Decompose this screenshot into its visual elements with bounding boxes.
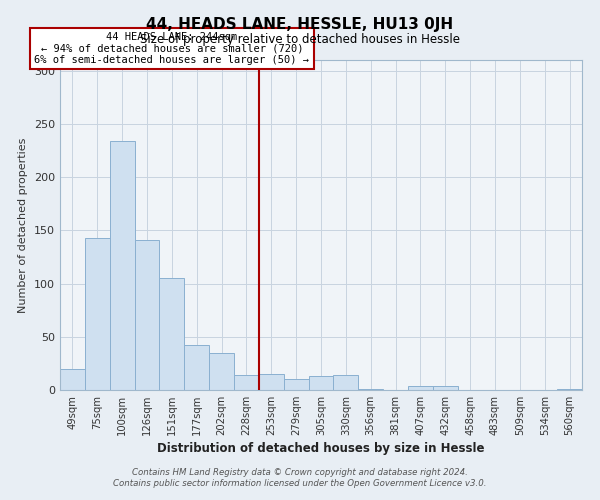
Text: Contains HM Land Registry data © Crown copyright and database right 2024.
Contai: Contains HM Land Registry data © Crown c… xyxy=(113,468,487,487)
Bar xyxy=(134,240,160,390)
Bar xyxy=(259,374,284,390)
Y-axis label: Number of detached properties: Number of detached properties xyxy=(19,138,28,312)
Bar xyxy=(433,386,458,390)
Text: Size of property relative to detached houses in Hessle: Size of property relative to detached ho… xyxy=(140,32,460,46)
Bar xyxy=(160,278,184,390)
Text: 44, HEADS LANE, HESSLE, HU13 0JH: 44, HEADS LANE, HESSLE, HU13 0JH xyxy=(146,18,454,32)
Text: 44 HEADS LANE: 244sqm
← 94% of detached houses are smaller (720)
6% of semi-deta: 44 HEADS LANE: 244sqm ← 94% of detached … xyxy=(34,32,310,66)
Bar xyxy=(209,352,234,390)
Bar xyxy=(334,375,358,390)
Bar xyxy=(308,376,334,390)
Bar xyxy=(110,141,134,390)
Bar xyxy=(184,346,209,390)
Bar xyxy=(60,368,85,390)
X-axis label: Distribution of detached houses by size in Hessle: Distribution of detached houses by size … xyxy=(157,442,485,455)
Bar xyxy=(85,238,110,390)
Bar xyxy=(408,386,433,390)
Bar xyxy=(234,375,259,390)
Bar xyxy=(358,389,383,390)
Bar xyxy=(284,380,308,390)
Bar xyxy=(557,389,582,390)
